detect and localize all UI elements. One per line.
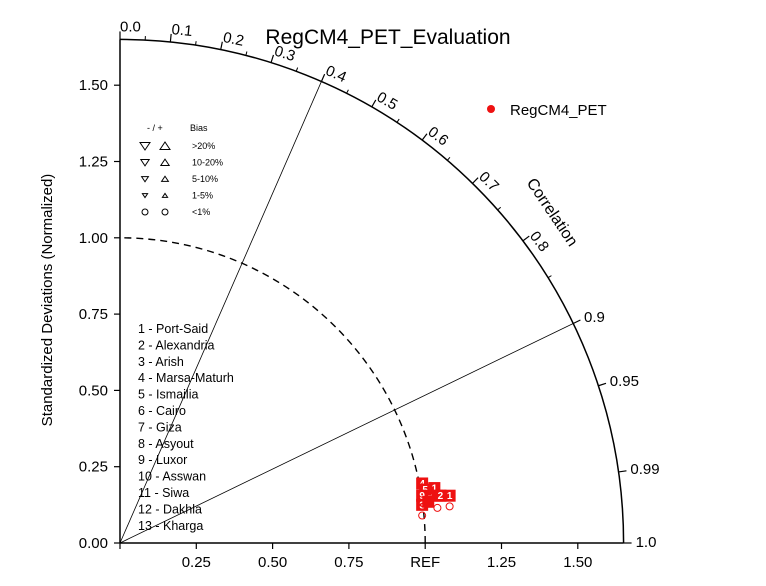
bias-down-triangle bbox=[140, 176, 150, 183]
correlation-tick bbox=[169, 33, 172, 43]
bias-up-triangle bbox=[161, 192, 169, 198]
x-tick-label: 0.75 bbox=[334, 554, 363, 571]
correlation-tick-label: 0.95 bbox=[610, 373, 639, 390]
bias-legend-header-sign: - / + bbox=[147, 123, 163, 133]
y-tick-label: 0.75 bbox=[79, 306, 108, 323]
correlation-tick bbox=[371, 99, 377, 108]
correlation-tick bbox=[320, 73, 326, 82]
station-list-item: 13 - Kharga bbox=[138, 519, 203, 533]
bias-marker bbox=[418, 511, 427, 520]
bias-marker bbox=[433, 503, 442, 512]
chart-title: RegCM4_PET_Evaluation bbox=[265, 26, 510, 49]
correlation-line bbox=[119, 81, 322, 544]
bias-up-triangle bbox=[159, 141, 171, 150]
station-list-item: 8 - Asyout bbox=[138, 437, 194, 451]
bias-up-triangle bbox=[160, 175, 170, 182]
y-tick-label: 0.00 bbox=[79, 535, 108, 552]
correlation-tick bbox=[472, 177, 479, 184]
station-list-item: 7 - Giza bbox=[138, 420, 182, 434]
y-axis-label: Standardized Deviations (Normalized) bbox=[39, 174, 56, 427]
station-list-item: 12 - Dakhla bbox=[138, 502, 202, 516]
station-list-item: 10 - Asswan bbox=[138, 470, 206, 484]
bias-up-triangle bbox=[159, 158, 171, 166]
correlation-minor-tick bbox=[497, 206, 502, 211]
bias-circle bbox=[161, 208, 169, 216]
reference-arc bbox=[119, 237, 426, 544]
y-tick-label: 0.25 bbox=[79, 459, 108, 476]
bias-legend-row-label: >20% bbox=[192, 141, 215, 151]
correlation-minor-tick bbox=[446, 156, 451, 161]
correlation-tick bbox=[598, 382, 607, 387]
x-tick-label: 0.50 bbox=[258, 554, 287, 571]
bias-down-triangle bbox=[141, 193, 149, 199]
station-list-item: 11 - Siwa bbox=[138, 486, 189, 500]
correlation-minor-tick bbox=[396, 118, 400, 123]
data-point-label: 2 bbox=[438, 491, 444, 502]
correlation-minor-tick bbox=[547, 275, 552, 279]
correlation-tick bbox=[220, 41, 223, 50]
bias-legend-row-label: 1-5% bbox=[192, 191, 213, 201]
station-list-item: 1 - Port-Said bbox=[138, 322, 208, 336]
correlation-tick-label: 0.4 bbox=[323, 62, 349, 86]
correlation-tick-label: 0.3 bbox=[272, 43, 297, 65]
bias-legend-row-label: 10-20% bbox=[192, 158, 223, 168]
station-list-item: 9 - Luxor bbox=[138, 453, 187, 467]
bias-legend: - / + Bias >20% 10-20% 5-10% 1-5% <1% bbox=[139, 123, 223, 217]
correlation-tick-label: 0.99 bbox=[630, 461, 659, 478]
correlation-minor-tick bbox=[195, 41, 197, 46]
bias-down-triangle bbox=[139, 159, 151, 167]
correlation-tick bbox=[572, 319, 581, 325]
station-list: 1 - Port-Said 2 - Alexandria 3 - Arish 4 - … bbox=[138, 322, 234, 533]
x-tick-labels: 0.25 0.50 0.75 REF 1.25 1.50 bbox=[182, 554, 593, 571]
station-list-item: 5 - Ismailia bbox=[138, 388, 198, 402]
station-list-item: 3 - Arish bbox=[138, 355, 184, 369]
correlation-line bbox=[119, 323, 574, 544]
outer-arc bbox=[119, 38, 625, 544]
data-point-marker bbox=[422, 495, 435, 508]
x-tick-label: 1.25 bbox=[487, 554, 516, 571]
y-tick-label: 0.50 bbox=[79, 382, 108, 399]
correlation-minor-tick bbox=[245, 51, 248, 56]
y-tick-label: 1.50 bbox=[79, 77, 108, 94]
correlation-tick bbox=[522, 235, 530, 242]
correlation-tick-label: 1.0 bbox=[636, 534, 657, 551]
correlation-tick bbox=[421, 133, 428, 141]
x-tick-label: 0.25 bbox=[182, 554, 211, 571]
bias-circle bbox=[141, 208, 149, 216]
data-point-marker bbox=[443, 489, 456, 502]
correlation-tick-label: 0.0 bbox=[120, 18, 141, 35]
legend-label: RegCM4_PET bbox=[510, 102, 607, 119]
station-list-item: 6 - Cairo bbox=[138, 404, 186, 418]
data-point-marker bbox=[434, 489, 447, 502]
bias-legend-header-title: Bias bbox=[190, 123, 208, 133]
data-points: 45191213 bbox=[416, 477, 456, 520]
bias-down-triangle bbox=[139, 142, 151, 151]
bias-marker bbox=[445, 502, 454, 511]
grid-layer bbox=[114, 31, 632, 549]
station-list-item: 4 - Marsa-Maturh bbox=[138, 371, 234, 385]
correlation-tick-label: 0.9 bbox=[584, 309, 605, 326]
legend-marker bbox=[487, 105, 495, 113]
correlation-minor-tick bbox=[295, 67, 299, 72]
y-tick-labels: 0.00 0.25 0.50 0.75 1.00 1.25 1.50 bbox=[79, 77, 108, 552]
y-tick-label: 1.00 bbox=[79, 230, 108, 247]
correlation-tick bbox=[270, 54, 275, 63]
station-list-item: 2 - Alexandria bbox=[138, 338, 214, 352]
correlation-tick-label: 0.2 bbox=[222, 29, 246, 50]
correlation-minor-tick bbox=[346, 89, 349, 94]
x-tick-label: REF bbox=[410, 554, 440, 571]
bias-legend-row-label: <1% bbox=[192, 207, 210, 217]
series-legend: RegCM4_PET bbox=[487, 102, 607, 119]
y-tick-label: 1.25 bbox=[79, 154, 108, 171]
data-point-label: 1 bbox=[432, 484, 438, 495]
correlation-tick bbox=[618, 470, 627, 473]
data-point-label: 1 bbox=[447, 491, 453, 502]
bias-legend-row-label: 5-10% bbox=[192, 174, 218, 184]
correlation-tick-label: 0.1 bbox=[171, 21, 193, 40]
x-tick-label: 1.50 bbox=[563, 554, 592, 571]
